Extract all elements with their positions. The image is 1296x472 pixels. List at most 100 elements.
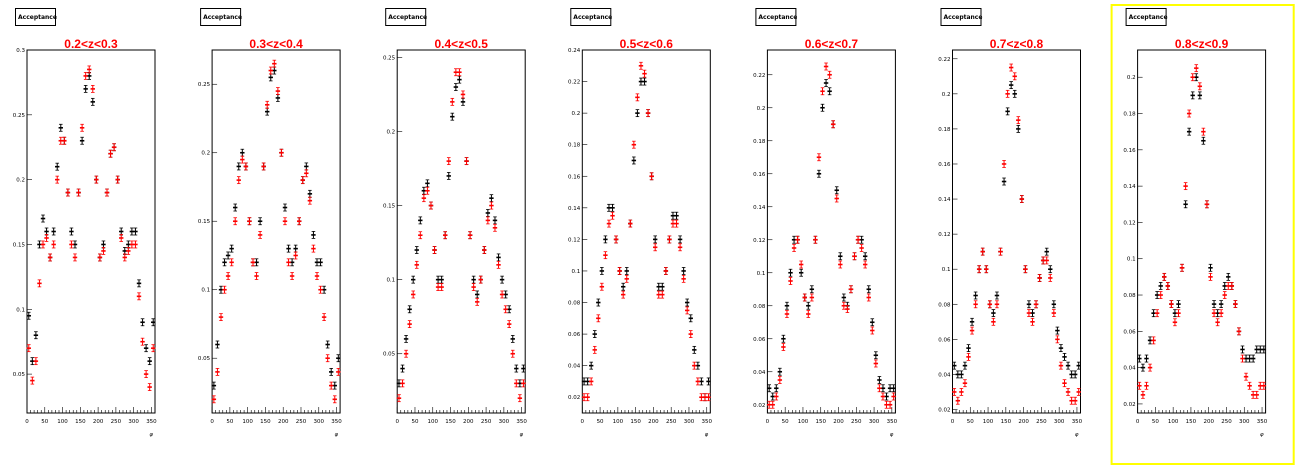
data-point — [1030, 317, 1035, 326]
data-point — [272, 59, 277, 68]
chart-title: 0.6<z<0.7 — [805, 37, 859, 51]
x-tick-label: 0 — [1136, 419, 1140, 425]
data-point — [784, 310, 790, 318]
data-point — [834, 186, 839, 195]
data-point — [692, 361, 697, 370]
data-point — [65, 188, 71, 197]
data-point — [887, 400, 893, 409]
data-point — [891, 392, 896, 401]
data-point — [770, 400, 775, 409]
data-point — [873, 351, 879, 360]
data-point — [79, 136, 85, 145]
data-point — [955, 396, 961, 405]
data-point — [966, 344, 971, 353]
data-point — [464, 157, 469, 166]
data-point — [289, 272, 295, 280]
data-point — [1151, 336, 1156, 345]
x-axis-label: φ — [890, 432, 894, 438]
data-point — [475, 290, 480, 299]
data-point — [624, 267, 629, 275]
data-point — [652, 243, 658, 252]
data-point — [781, 343, 786, 351]
data-point — [1048, 274, 1053, 282]
x-tick-label: 150 — [1001, 419, 1012, 425]
data-point — [855, 235, 861, 244]
chart-panel: Acceptance 0.4<z<0.5 0 50 100 150 200 250 300 350… — [383, 8, 527, 438]
y-tick-label: 0.2 — [942, 92, 951, 98]
data-point — [222, 258, 227, 267]
data-point — [1226, 272, 1231, 281]
data-point — [58, 123, 63, 132]
data-point — [69, 240, 74, 249]
data-point — [652, 235, 658, 244]
data-point — [83, 84, 88, 93]
data-point — [823, 79, 829, 87]
data-point — [610, 203, 615, 212]
data-point — [1218, 300, 1224, 309]
x-tick-label: 350 — [146, 419, 157, 425]
data-point — [645, 109, 651, 118]
data-series — [26, 72, 156, 366]
data-point — [973, 291, 978, 300]
y-tick-label: 0.18 — [938, 127, 951, 133]
data-point — [1261, 381, 1267, 390]
x-axis-label: φ — [334, 432, 338, 438]
data-point — [485, 216, 491, 225]
data-point — [499, 290, 505, 299]
legend-box — [1125, 8, 1167, 26]
data-point — [1058, 361, 1064, 370]
data-point — [233, 203, 238, 212]
chart-panel: Acceptance 0.5<z<0.6 0 50 100 150 200 250 300 350… — [568, 8, 712, 438]
data-point — [418, 231, 423, 240]
data-point — [592, 330, 597, 338]
data-point — [496, 253, 501, 262]
data-point — [122, 253, 127, 262]
chart-panel: Acceptance 0.8<z<0.9 0 50 100 150 200 250 300 350… — [1110, 4, 1295, 465]
legend-box — [755, 8, 797, 26]
data-point — [507, 320, 512, 329]
data-point — [265, 107, 270, 116]
data-point — [297, 217, 302, 226]
data-point — [1201, 136, 1206, 145]
data-point — [236, 176, 241, 185]
data-point — [1240, 345, 1245, 354]
data-point — [959, 388, 964, 396]
y-tick-label: 0.08 — [1123, 293, 1136, 299]
y-tick-label: 0.1 — [201, 288, 210, 294]
data-point — [862, 252, 868, 261]
x-axis-label: φ — [149, 432, 153, 438]
x-tick-label: 300 — [684, 419, 695, 425]
data-point — [143, 370, 149, 379]
data-point — [1247, 354, 1252, 363]
data-point — [674, 219, 679, 228]
data-point — [848, 285, 854, 294]
y-tick-label: 0.02 — [753, 403, 765, 409]
chart-panel: Acceptance 0.2<z<0.3 0 50 100 150 200 250 300 350… — [13, 8, 157, 438]
x-tick-label: 350 — [1072, 419, 1083, 425]
y-tick-label: 0.02 — [938, 407, 950, 413]
y-tick-label: 0.25 — [383, 55, 396, 61]
panel-highlight-border — [1110, 4, 1295, 465]
y-tick-label: 0.02 — [1123, 402, 1135, 408]
y-tick-label: 0.14 — [568, 206, 581, 212]
data-point — [1201, 127, 1206, 136]
data-point — [695, 377, 701, 386]
data-point — [457, 68, 462, 77]
y-tick-label: 0.12 — [753, 238, 765, 244]
data-point — [628, 219, 633, 228]
data-point — [1162, 272, 1167, 281]
data-point — [1012, 89, 1017, 98]
data-point — [1240, 354, 1245, 363]
data-point — [1154, 309, 1160, 318]
data-point — [1197, 82, 1203, 91]
data-point — [218, 313, 224, 322]
y-tick-label: 0.08 — [568, 301, 581, 307]
data-point — [87, 65, 92, 74]
data-point — [439, 283, 444, 291]
x-tick-label: 100 — [798, 419, 809, 425]
x-axis-label: φ — [1260, 432, 1264, 438]
data-point — [998, 247, 1003, 256]
x-tick-label: 150 — [815, 419, 826, 425]
data-point — [1186, 109, 1192, 118]
data-point — [510, 335, 515, 343]
